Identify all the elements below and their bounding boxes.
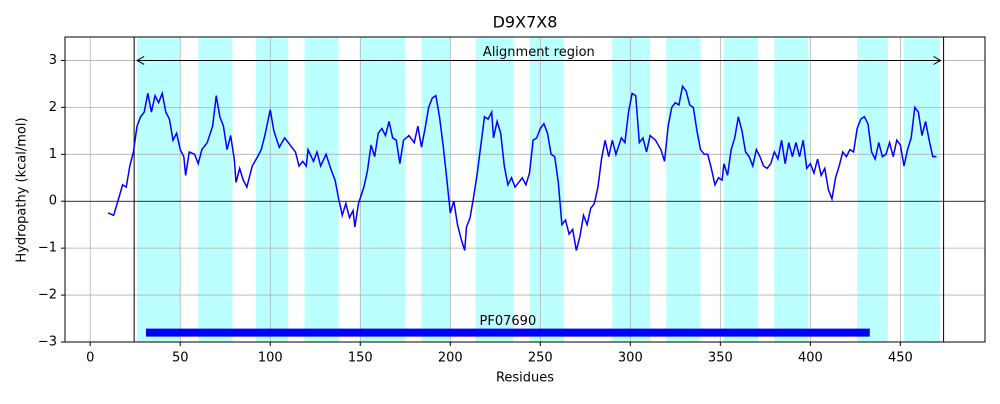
- x-tick-label: 200: [438, 351, 463, 366]
- shaded-region: [903, 37, 940, 342]
- hydropathy-line: [107, 84, 937, 251]
- shaded-region: [666, 37, 701, 342]
- domain-label: PF07690: [480, 314, 537, 329]
- y-tick-label: −1: [38, 241, 57, 256]
- shaded-region: [612, 37, 651, 342]
- x-tick-label: 100: [258, 351, 283, 366]
- y-axis-label: Hydropathy (kcal/mol): [15, 117, 30, 262]
- plot-frame: [64, 36, 986, 343]
- x-tick-label: 400: [798, 351, 823, 366]
- shaded-region: [198, 37, 233, 342]
- x-tick-label: 150: [348, 351, 373, 366]
- x-axis-label: Residues: [496, 371, 554, 386]
- y-tick-label: 1: [49, 147, 57, 162]
- chart-title: D9X7X8: [493, 13, 558, 32]
- x-tick-label: 350: [708, 351, 733, 366]
- shaded-region: [723, 37, 759, 342]
- y-tick-label: 0: [49, 194, 57, 209]
- x-tick-label: 300: [618, 351, 643, 366]
- shaded-region: [255, 37, 289, 342]
- shaded-region: [137, 37, 181, 342]
- y-tick-label: −3: [38, 335, 57, 350]
- y-tick-label: 2: [49, 100, 57, 115]
- x-tick-label: 0: [86, 351, 94, 366]
- shaded-region: [304, 37, 339, 342]
- y-tick-label: 3: [49, 53, 57, 68]
- shaded-region: [421, 37, 451, 342]
- shaded-region: [360, 37, 406, 342]
- shaded-region: [475, 37, 514, 342]
- x-tick-label: 250: [528, 351, 553, 366]
- shaded-region: [857, 37, 888, 342]
- shaded-region: [774, 37, 809, 342]
- alignment-label: Alignment region: [483, 45, 595, 60]
- x-tick-label: 450: [888, 351, 913, 366]
- arrow-head: [933, 56, 942, 65]
- y-tick-label: −2: [38, 288, 57, 303]
- shaded-region: [529, 37, 564, 342]
- x-tick-label: 50: [172, 351, 189, 366]
- arrow-head: [136, 56, 145, 65]
- domain-bar: [146, 328, 870, 337]
